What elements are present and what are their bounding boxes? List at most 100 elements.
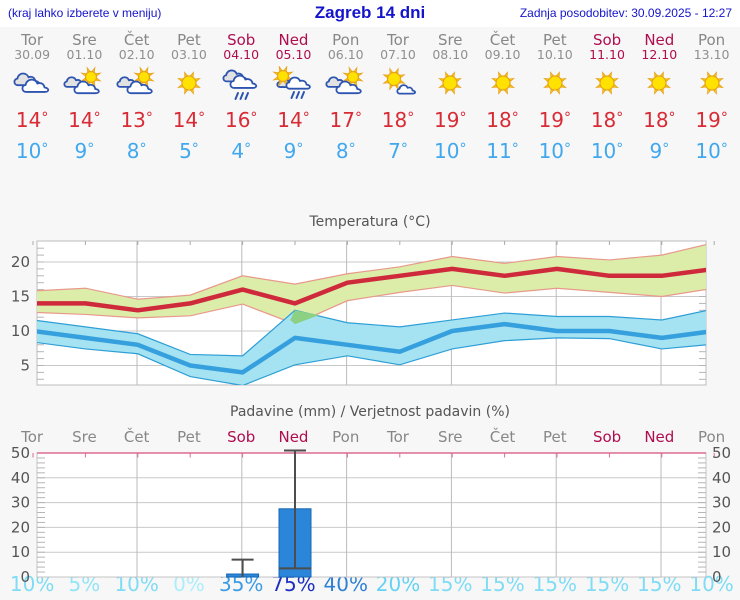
weekday-label: Pet — [542, 31, 567, 49]
tmax-value: 13° — [111, 107, 163, 131]
y-axis-label-right: 10 — [712, 543, 731, 561]
sun-disc — [651, 75, 667, 91]
tmax-number: 18 — [486, 108, 512, 132]
tmax-number: 17 — [329, 108, 355, 132]
sun-disc — [277, 69, 290, 83]
sun-disc — [137, 70, 150, 84]
precipitation-chart-title: Padavine (mm) / Verjetnost padavin (%) — [230, 404, 510, 420]
tmax-number: 14 — [68, 108, 94, 132]
day-column: Pon — [320, 429, 372, 445]
tmax-value: 14° — [6, 107, 58, 131]
tmin-value: 7° — [372, 138, 424, 162]
y-axis-label: 15 — [11, 288, 30, 306]
precip-probability: 75% — [271, 572, 316, 596]
precip-probability: 10% — [114, 572, 159, 596]
date-label: 02.10 — [118, 47, 155, 62]
weekday-label: Ned — [644, 428, 675, 446]
day-column: Sre 08.10 19° 10° — [424, 32, 476, 162]
date-label: 12.10 — [641, 47, 678, 62]
day-column: 0% — [163, 573, 215, 595]
degree-symbol: ° — [302, 110, 310, 126]
degree-symbol: ° — [564, 110, 572, 126]
precip-probability: 15% — [584, 572, 630, 596]
sun-rays — [542, 71, 567, 95]
precip-probability: 20% — [375, 572, 421, 596]
degree-symbol: ° — [459, 141, 467, 157]
tmin-value: 10° — [424, 138, 476, 162]
rain-drop — [239, 92, 245, 100]
location-menu-note[interactable]: (kraj lahko izberete v meniju) — [8, 6, 162, 20]
day-column: Ned — [267, 429, 319, 445]
day-column: Čet — [476, 429, 528, 445]
weekday-label: Sob — [227, 428, 256, 446]
day-column: 10% — [6, 573, 58, 595]
sun-disc — [547, 75, 563, 91]
tmin-number: 10 — [434, 139, 460, 163]
day-column: Tor — [6, 429, 58, 445]
sun-disc — [386, 71, 402, 87]
precip-probability: 15% — [637, 572, 682, 596]
weekday-label: Sob — [592, 31, 622, 49]
degree-symbol: ° — [511, 141, 519, 157]
tmin-number: 8 — [126, 139, 140, 163]
weekday-label: Ned — [278, 31, 309, 49]
weekday-label: Ned — [644, 31, 675, 49]
day-column: 15% — [424, 573, 476, 595]
header: (kraj lahko izberete v meniju) Zagreb 14… — [0, 0, 740, 27]
tmax-value: 18° — [633, 107, 685, 131]
tmax-value: 19° — [529, 107, 581, 131]
tmin-value: 9° — [633, 138, 685, 162]
precip-probability: 15% — [532, 572, 578, 596]
day-column: Sob 11.10 18° 10° — [581, 32, 633, 162]
page-title: Zagreb 14 dni — [314, 3, 426, 22]
tmax-value: 18° — [476, 107, 528, 131]
band-edge — [37, 284, 706, 325]
tmax-number: 14 — [172, 108, 199, 132]
y-axis-label-right: 50 — [712, 444, 731, 462]
cloudy-icon — [6, 66, 58, 106]
weekday-label: Tor — [21, 428, 44, 446]
day-column: Pet — [529, 429, 581, 445]
tmin-number: 4 — [231, 139, 245, 163]
tmin-number: 10 — [15, 139, 42, 163]
band-edge — [37, 244, 706, 300]
y-axis-label: 20 — [11, 253, 30, 271]
partly-cloudy-icon — [320, 66, 372, 106]
sun-rays — [382, 67, 406, 91]
tmin-number: 9 — [283, 139, 297, 163]
degree-symbol: ° — [354, 110, 362, 126]
day-column: 15% — [476, 573, 528, 595]
degree-symbol: ° — [87, 141, 95, 157]
tmax-value: 14° — [58, 107, 110, 131]
weekday-label: Pon — [332, 31, 360, 49]
tmin-value: 8° — [320, 138, 372, 162]
weekday-label: Čet — [123, 31, 150, 49]
tmax-number: 14 — [15, 108, 42, 132]
weekday-label: Pon — [697, 428, 726, 446]
weekday-label: Tor — [21, 31, 44, 49]
degree-symbol: ° — [400, 141, 408, 157]
tmax-number: 18 — [590, 108, 617, 132]
tmin-number: 5 — [179, 139, 192, 163]
y-axis-label-left: 30 — [11, 494, 30, 512]
day-column: Ned — [633, 429, 685, 445]
tmin-value: 5° — [163, 138, 215, 162]
tmax-number: 16 — [224, 108, 251, 132]
day-column: 20% — [372, 573, 424, 595]
tmax-value: 14° — [267, 107, 319, 131]
date-label: 07.10 — [380, 47, 416, 62]
day-column: Sob — [581, 429, 633, 445]
day-column: Sob 04.10 16° 4° — [215, 32, 267, 162]
y-axis-label-left: 0 — [20, 568, 30, 586]
weekday-label: Sre — [437, 428, 463, 446]
degree-symbol: ° — [459, 110, 467, 126]
degree-symbol: ° — [145, 110, 153, 126]
sun-rays — [699, 71, 724, 95]
sunny-icon — [424, 66, 476, 106]
precip-probability: 35% — [218, 572, 264, 596]
cloud-shape — [126, 80, 153, 95]
day-column: 75% — [267, 573, 319, 595]
degree-symbol: ° — [720, 141, 728, 157]
degree-symbol: ° — [93, 110, 101, 126]
mostly-sunny-icon — [372, 66, 424, 106]
